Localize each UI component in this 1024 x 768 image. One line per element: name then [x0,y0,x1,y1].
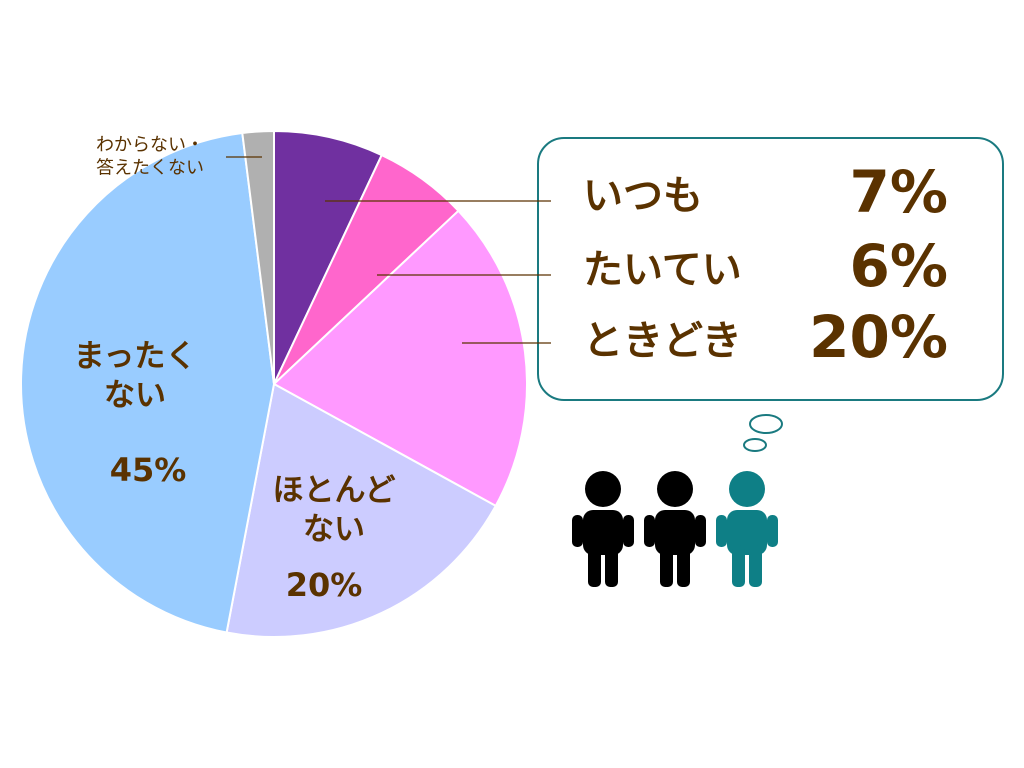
slice-label: わからない・ 答えたくない [96,134,204,179]
callout-box [537,137,1004,401]
pie-slice [273,129,384,385]
person-icon [716,471,778,587]
callout-label: いつも [583,173,703,219]
callout-value: 20% [809,302,948,371]
callout-label: ときどき [583,318,742,364]
pie-slice [272,209,528,508]
pie-slice [241,129,275,385]
pie [20,129,528,638]
callout-value: 7% [849,157,948,226]
thought-bubble [743,438,767,452]
value-label: 20% [285,566,363,604]
thought-bubble [749,414,783,434]
person-icon [644,471,706,587]
pie-slice [20,131,276,634]
person-icon [572,471,634,587]
slice-label: ほとんど ない [272,472,396,547]
value-label: 45% [109,451,187,489]
pie-slice [225,382,498,638]
slice-label: まったく ない [73,338,197,413]
callout-label: たいてい [583,247,742,293]
callout-value: 6% [849,231,948,300]
